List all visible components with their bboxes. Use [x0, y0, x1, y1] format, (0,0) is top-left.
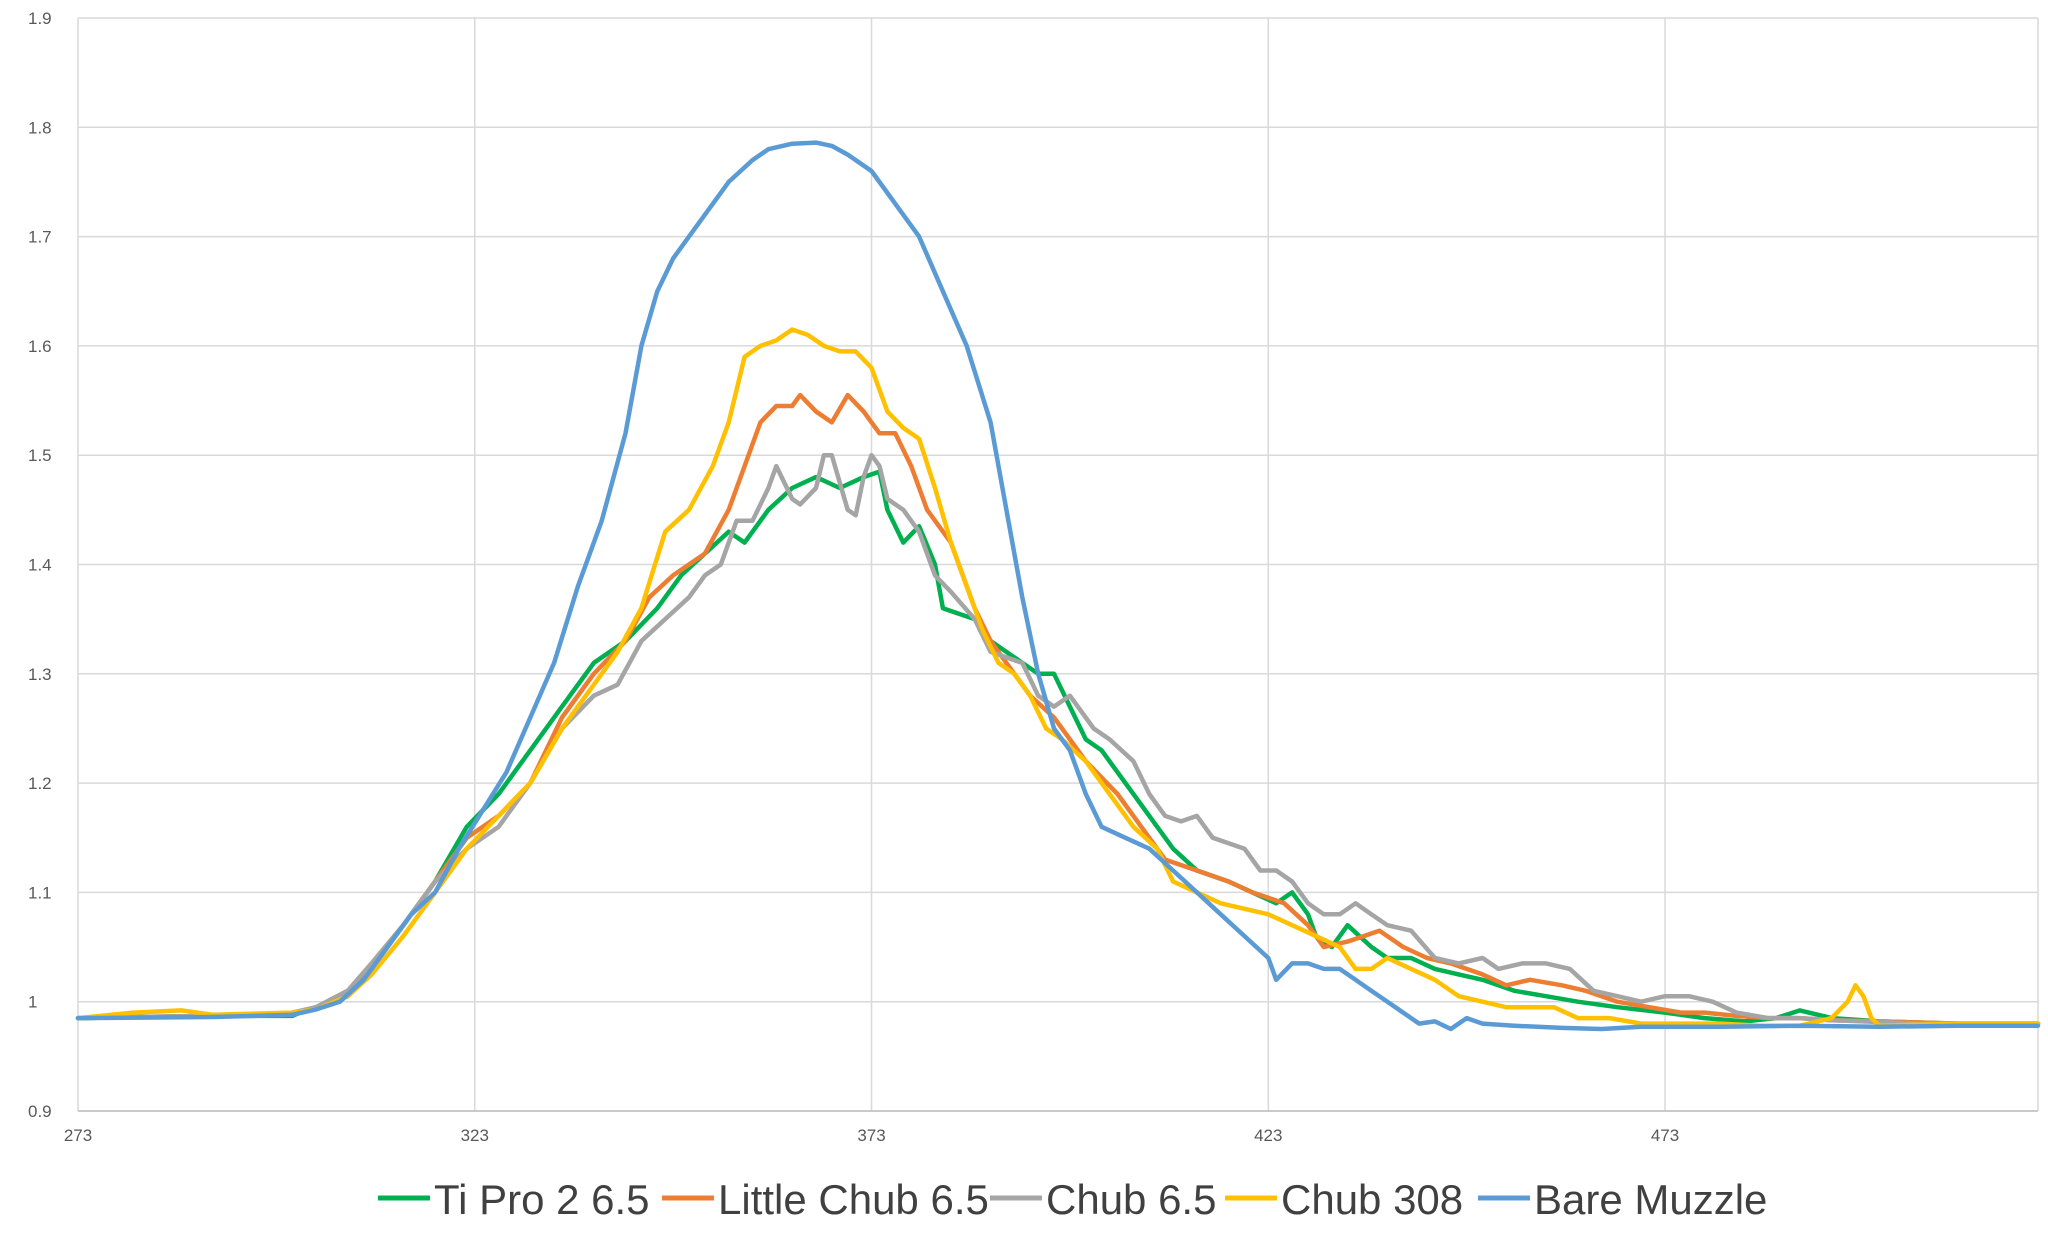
y-tick-label: 1.3 — [28, 665, 52, 684]
x-tick-label: 373 — [857, 1126, 885, 1145]
legend-item: Chub 308 — [1225, 1176, 1463, 1223]
y-tick-label: 1.5 — [28, 446, 52, 465]
x-axis-tick-labels: 273 323 373 423 473 — [64, 1126, 1679, 1145]
y-tick-label: 1.8 — [28, 118, 52, 137]
legend-label: Bare Muzzle — [1534, 1176, 1767, 1223]
series-lines — [75, 140, 2041, 1032]
x-tick-label: 473 — [1651, 1126, 1679, 1145]
legend-item: Little Chub 6.5 — [662, 1176, 989, 1223]
y-tick-label: 1.1 — [28, 883, 52, 902]
legend-item: Bare Muzzle — [1478, 1176, 1767, 1223]
series-line-ti-pro-2-6-5 — [75, 469, 2041, 1026]
legend-label: Little Chub 6.5 — [718, 1176, 989, 1223]
legend-item: Chub 6.5 — [990, 1176, 1216, 1223]
legend-label: Chub 308 — [1281, 1176, 1463, 1223]
y-tick-label: 0.9 — [28, 1102, 52, 1121]
y-tick-label: 1 — [28, 993, 37, 1012]
legend-label: Ti Pro 2 6.5 — [434, 1176, 650, 1223]
y-tick-label: 1.6 — [28, 337, 52, 356]
series-line-chub-308 — [75, 327, 2041, 1028]
x-tick-label: 423 — [1254, 1126, 1282, 1145]
y-tick-label: 1.2 — [28, 774, 52, 793]
y-axis-tick-labels: 0.9 1 1.1 1.2 1.3 1.4 1.5 1.6 1.7 1.8 1.9 — [28, 9, 52, 1121]
series-line-little-chub-6-5 — [75, 392, 2041, 1026]
legend-label: Chub 6.5 — [1046, 1176, 1216, 1223]
y-tick-label: 1.9 — [28, 9, 52, 28]
y-tick-label: 1.4 — [28, 556, 52, 575]
series-line-bare-muzzle — [75, 140, 2041, 1032]
x-tick-label: 323 — [461, 1126, 489, 1145]
x-tick-label: 273 — [64, 1126, 92, 1145]
series-line-chub-6-5 — [75, 452, 2041, 1026]
legend: Ti Pro 2 6.5 Little Chub 6.5 Chub 6.5 Chub … — [378, 1176, 1767, 1223]
legend-item: Ti Pro 2 6.5 — [378, 1176, 650, 1223]
gridlines — [77, 17, 2039, 1112]
y-tick-label: 1.7 — [28, 228, 52, 247]
